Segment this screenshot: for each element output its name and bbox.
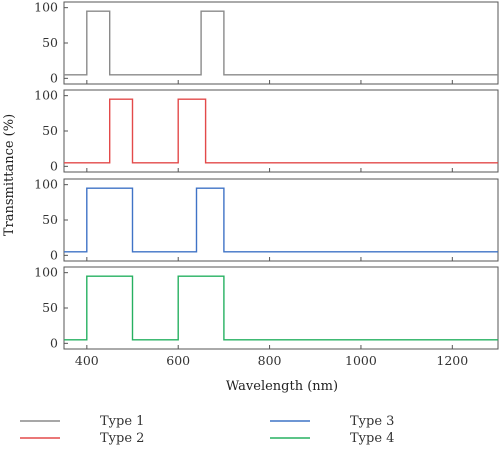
y-axis-label: Transmittance (%) (2, 114, 17, 236)
panels: 0 50 100 0 50 100 0 50 100 0 50 100 (34, 0, 499, 350)
x-axis-label: Wavelength (nm) (226, 379, 338, 394)
series-line-2 (64, 98, 498, 164)
legend-label: Type 3 (350, 414, 394, 429)
x-tick-label: 400 (75, 353, 99, 368)
x-tick-label: 1200 (436, 353, 468, 368)
y-tick-label: 0 (50, 335, 58, 350)
y-tick-label: 50 (42, 212, 58, 227)
series-line-3 (64, 187, 498, 253)
x-tick-label: 600 (166, 353, 190, 368)
panel-1: 0 50 100 (34, 0, 499, 85)
panel-frame (63, 266, 499, 350)
y-tick-label: 0 (50, 70, 58, 85)
legend-item: Type 2 (20, 431, 144, 446)
panel-frame (63, 1, 499, 85)
legend-label: Type 4 (350, 431, 394, 446)
y-tick-label: 50 (42, 123, 58, 138)
y-tick-label: 100 (34, 177, 58, 192)
legend-label: Type 2 (100, 431, 144, 446)
panel-frame (63, 178, 499, 262)
panel-3: 0 50 100 (34, 177, 499, 262)
series-line-4 (64, 275, 498, 341)
legend-item: Type 1 (20, 414, 144, 429)
legend-item: Type 4 (270, 431, 394, 446)
legend-label: Type 1 (100, 414, 144, 429)
x-tick-label: 1000 (345, 353, 377, 368)
y-tick-label: 100 (34, 0, 58, 15)
panel-frame (63, 89, 499, 173)
panel-4: 0 50 100 (34, 265, 499, 350)
legend-item: Type 3 (270, 414, 394, 429)
y-tick-label: 0 (50, 158, 58, 173)
x-axis-ticks: 400 600 800 1000 1200 (75, 353, 468, 368)
y-tick-label: 100 (34, 88, 58, 103)
panel-2: 0 50 100 (34, 88, 499, 173)
y-tick-label: 50 (42, 300, 58, 315)
x-tick-label: 800 (258, 353, 282, 368)
series-line-1 (64, 10, 498, 76)
y-tick-label: 50 (42, 35, 58, 50)
y-tick-label: 100 (34, 265, 58, 280)
y-tick-label: 0 (50, 247, 58, 262)
legend: Type 1 Type 2 Type 3 Type 4 (20, 414, 394, 446)
